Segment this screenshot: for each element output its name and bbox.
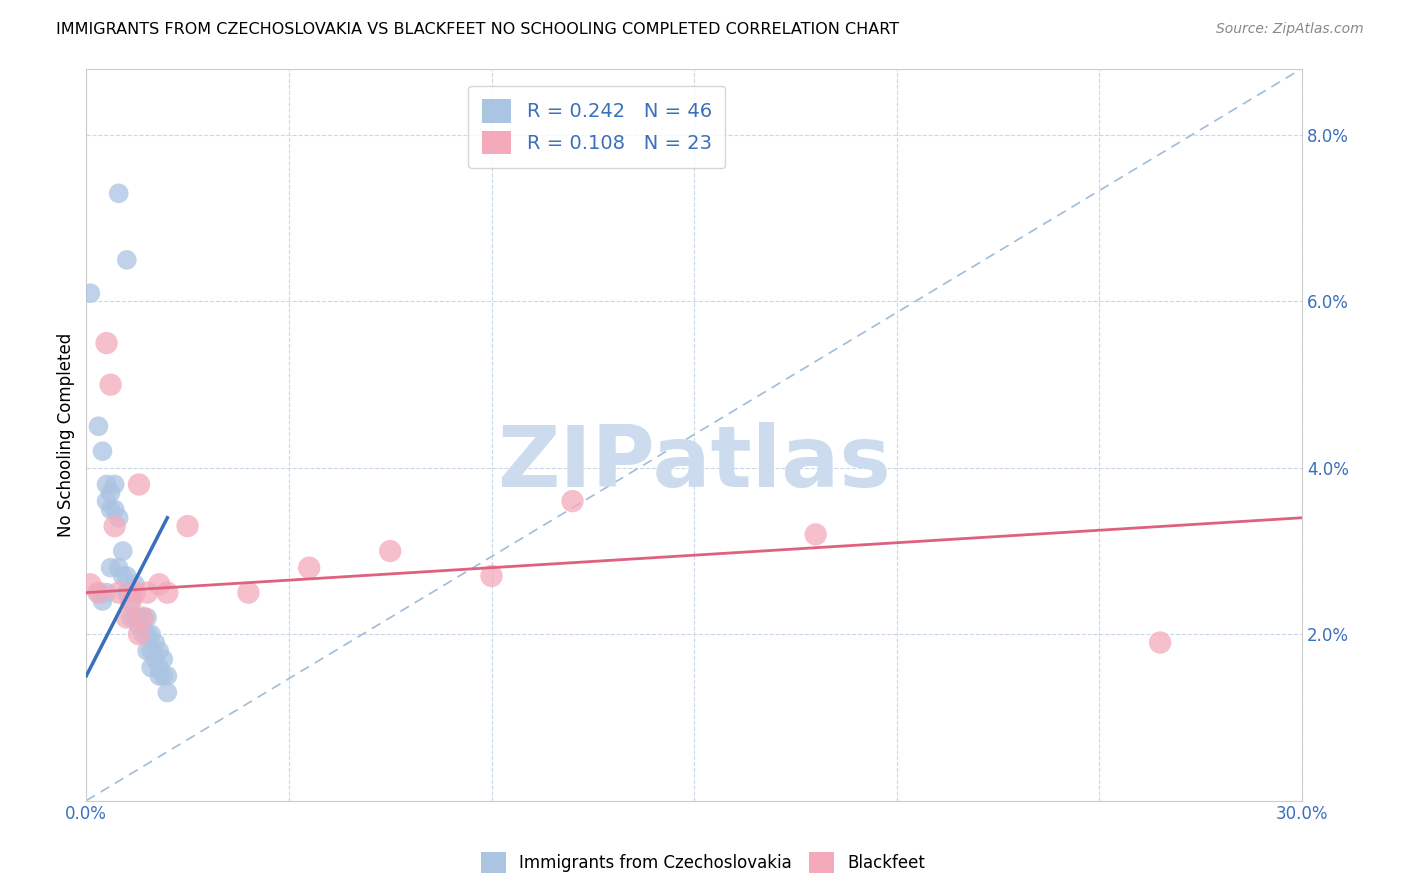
- Point: [136, 644, 159, 658]
- Point: [128, 477, 150, 491]
- Point: [136, 627, 159, 641]
- Point: [104, 519, 127, 533]
- Y-axis label: No Schooling Completed: No Schooling Completed: [58, 333, 75, 537]
- Point: [100, 560, 122, 574]
- Point: [115, 569, 138, 583]
- Point: [96, 336, 118, 351]
- Point: [139, 660, 162, 674]
- Point: [107, 560, 129, 574]
- Point: [380, 544, 402, 558]
- Point: [143, 635, 166, 649]
- Point: [152, 652, 174, 666]
- Point: [132, 610, 155, 624]
- Point: [804, 527, 827, 541]
- Point: [100, 485, 122, 500]
- Point: [1149, 635, 1171, 649]
- Point: [139, 627, 162, 641]
- Point: [100, 377, 122, 392]
- Point: [124, 585, 146, 599]
- Text: Source: ZipAtlas.com: Source: ZipAtlas.com: [1216, 22, 1364, 37]
- Point: [128, 627, 150, 641]
- Point: [115, 585, 138, 599]
- Point: [91, 594, 114, 608]
- Point: [136, 585, 159, 599]
- Point: [132, 610, 155, 624]
- Point: [96, 585, 118, 599]
- Point: [87, 585, 110, 599]
- Point: [91, 444, 114, 458]
- Point: [152, 669, 174, 683]
- Point: [156, 585, 179, 599]
- Point: [481, 569, 503, 583]
- Point: [104, 502, 127, 516]
- Point: [148, 577, 170, 591]
- Point: [128, 619, 150, 633]
- Point: [148, 660, 170, 674]
- Point: [124, 610, 146, 624]
- Point: [120, 610, 142, 624]
- Point: [120, 585, 142, 599]
- Point: [96, 494, 118, 508]
- Point: [79, 577, 101, 591]
- Point: [132, 627, 155, 641]
- Legend: Immigrants from Czechoslovakia, Blackfeet: Immigrants from Czechoslovakia, Blackfee…: [474, 846, 932, 880]
- Point: [176, 519, 198, 533]
- Point: [115, 252, 138, 267]
- Point: [107, 585, 129, 599]
- Point: [136, 610, 159, 624]
- Point: [79, 286, 101, 301]
- Point: [238, 585, 260, 599]
- Point: [115, 610, 138, 624]
- Legend: R = 0.242   N = 46, R = 0.108   N = 23: R = 0.242 N = 46, R = 0.108 N = 23: [468, 86, 725, 168]
- Text: IMMIGRANTS FROM CZECHOSLOVAKIA VS BLACKFEET NO SCHOOLING COMPLETED CORRELATION C: IMMIGRANTS FROM CZECHOSLOVAKIA VS BLACKF…: [56, 22, 900, 37]
- Point: [120, 594, 142, 608]
- Point: [298, 560, 321, 574]
- Point: [115, 585, 138, 599]
- Point: [148, 669, 170, 683]
- Point: [87, 419, 110, 434]
- Point: [143, 652, 166, 666]
- Point: [148, 644, 170, 658]
- Point: [107, 186, 129, 201]
- Point: [139, 644, 162, 658]
- Point: [100, 502, 122, 516]
- Point: [104, 477, 127, 491]
- Point: [561, 494, 583, 508]
- Point: [156, 685, 179, 699]
- Point: [156, 669, 179, 683]
- Point: [128, 610, 150, 624]
- Point: [120, 594, 142, 608]
- Point: [96, 477, 118, 491]
- Point: [124, 577, 146, 591]
- Text: ZIPatlas: ZIPatlas: [498, 422, 891, 506]
- Point: [107, 510, 129, 524]
- Point: [87, 585, 110, 599]
- Point: [111, 544, 134, 558]
- Point: [111, 569, 134, 583]
